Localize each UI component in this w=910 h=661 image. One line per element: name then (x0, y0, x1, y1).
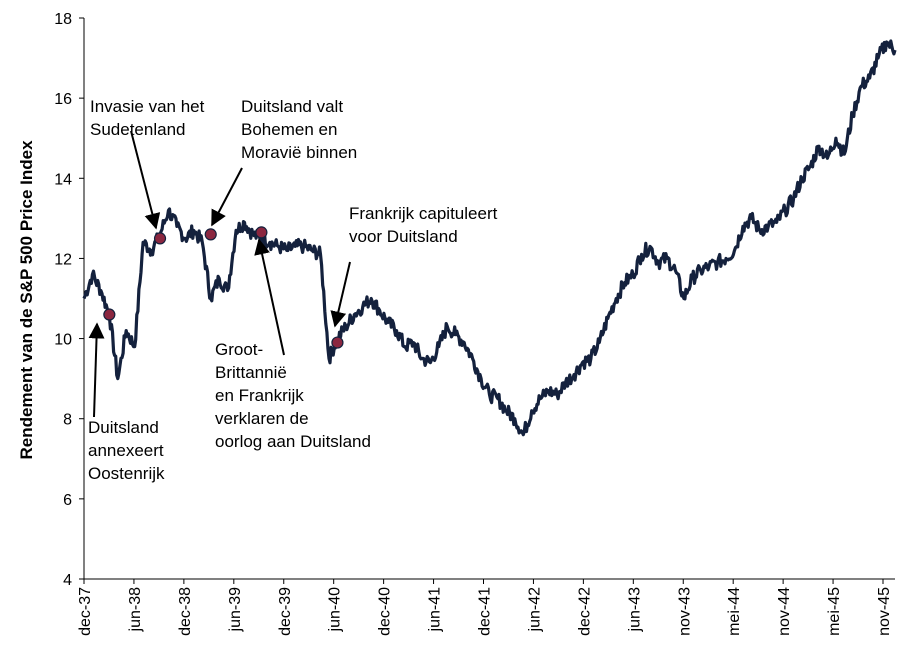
annotation-arrow (88, 322, 105, 418)
annotation-text: Duitsland valt Bohemen en Moravië binnen (241, 97, 357, 162)
x-tick-label: jun-42 (526, 587, 543, 633)
annotation-line: voor Duitsland (349, 227, 458, 246)
event-marker (255, 226, 268, 239)
x-tick-label: dec-38 (177, 587, 194, 636)
annotation-arrow (254, 238, 285, 356)
annotation-arrow (211, 167, 243, 227)
event-marker (153, 232, 167, 245)
x-tick-label: nov-44 (776, 587, 793, 636)
annotation-line: Sudetenland (90, 120, 185, 139)
annotation: Frankrijk capituleert voor Duitsland (330, 204, 498, 349)
event-marker (204, 228, 217, 241)
annotation-arrow (330, 261, 351, 328)
annotation-text: Groot- Brittannië en Frankrijk verklaren de… (215, 340, 371, 451)
annotation: Duitsland annexeert Oostenrijk (88, 308, 165, 483)
annotation-line: Bohemen en (241, 120, 337, 139)
x-tick-label: dec-37 (77, 587, 94, 636)
annotation-line: Moravië binnen (241, 143, 357, 162)
y-tick-label: 12 (54, 251, 72, 268)
y-axis-label: Rendement van de S&P 500 Price Index (17, 140, 36, 460)
y-tick-label: 6 (63, 492, 72, 509)
x-tick-label: dec-41 (477, 587, 494, 636)
x-tick-label: jun-39 (227, 587, 244, 633)
event-marker (103, 308, 116, 321)
x-tick-label: jun-40 (327, 587, 344, 633)
annotation: Groot- Brittannië en Frankrijk verklaren de… (215, 226, 371, 451)
x-tick-label: mei-45 (826, 587, 843, 636)
y-tick-label: 10 (54, 332, 72, 349)
annotation-line: en Frankrijk (215, 386, 304, 405)
y-tick-label: 16 (54, 91, 72, 108)
x-tick-label: mei-44 (726, 587, 743, 636)
x-tick-label: dec-40 (377, 587, 394, 636)
x-tick-label: dec-42 (576, 587, 593, 636)
annotation-line: Duitsland (88, 418, 159, 437)
y-tick-label: 18 (54, 11, 72, 28)
y-tick-label: 8 (63, 412, 72, 429)
annotation-line: Groot- (215, 340, 263, 359)
annotation-line: Invasie van het (90, 97, 205, 116)
annotation: Invasie van het Sudetenland (90, 97, 205, 245)
annotation-text: Duitsland annexeert Oostenrijk (88, 418, 165, 483)
x-tick-label: dec-39 (277, 587, 294, 636)
x-tick-label: nov-45 (876, 587, 893, 636)
series-line (82, 39, 897, 437)
annotation-line: annexeert (88, 441, 164, 460)
annotation-line: Duitsland valt (241, 97, 343, 116)
x-tick-label: jun-43 (626, 587, 643, 633)
series-group (82, 39, 897, 437)
annotation-line: Brittannië (215, 363, 287, 382)
x-tick-label: jun-41 (427, 587, 444, 633)
annotation-line: verklaren de (215, 409, 309, 428)
annotation-text: Frankrijk capituleert voor Duitsland (349, 204, 498, 246)
x-tick-label: jun-38 (127, 587, 144, 633)
x-tick-label: nov-43 (676, 587, 693, 636)
event-marker (331, 336, 344, 349)
annotation-line: Oostenrijk (88, 464, 165, 483)
y-tick-label: 14 (54, 171, 72, 188)
annotations: Invasie van het Sudetenland Duitsland valt… (88, 97, 498, 483)
annotation-line: oorlog aan Duitsland (215, 432, 371, 451)
annotation-line: Frankrijk capituleert (349, 204, 498, 223)
tick-labels: 4 6 8 10 12 14 16 18 dec-37 jun-38 dec-38 jun-39 dec… (54, 11, 893, 636)
annotation-arrow (130, 130, 161, 230)
y-tick-label: 4 (63, 572, 72, 589)
annotation: Duitsland valt Bohemen en Moravië binnen (204, 97, 357, 241)
annotation-text: Invasie van het Sudetenland (90, 97, 205, 139)
